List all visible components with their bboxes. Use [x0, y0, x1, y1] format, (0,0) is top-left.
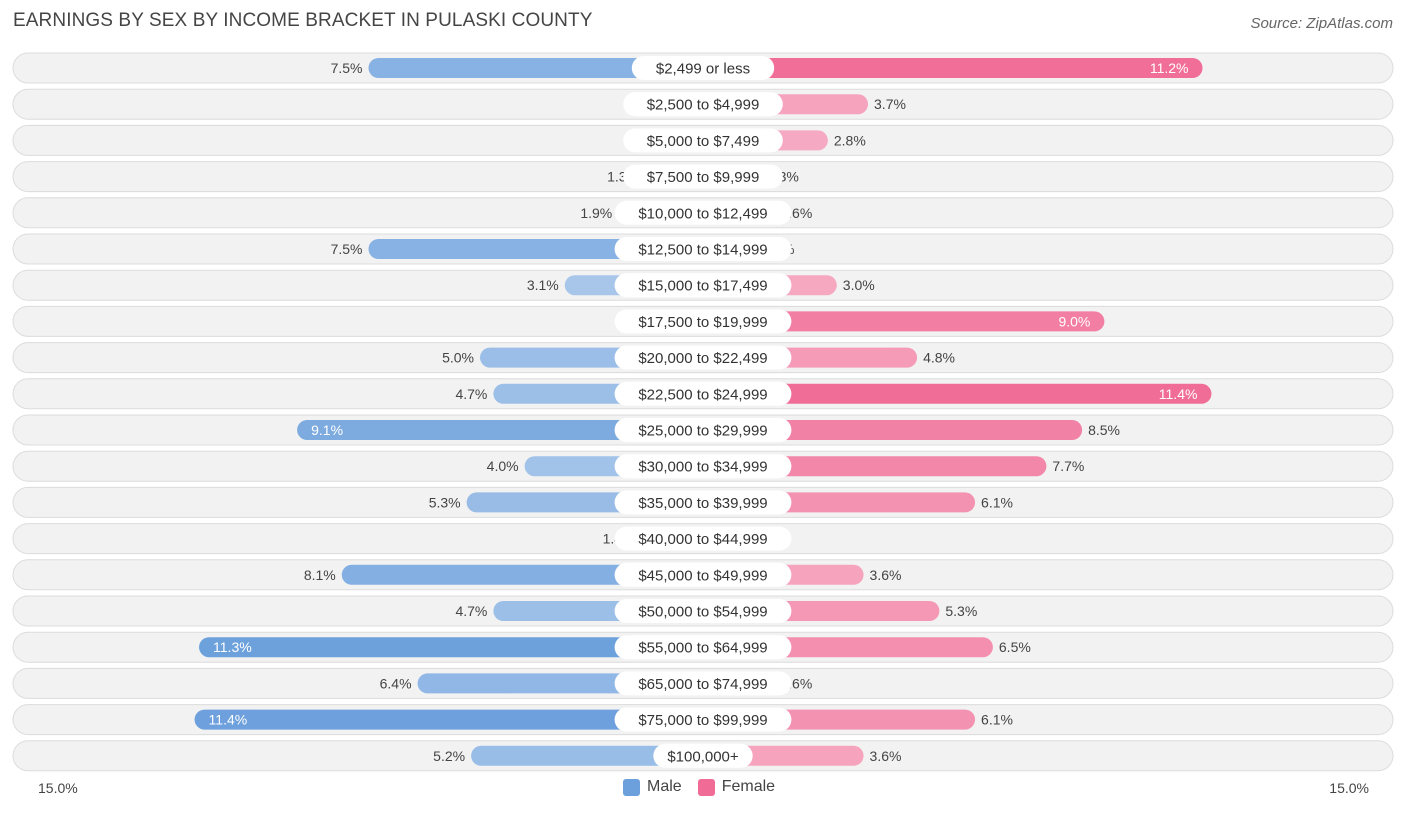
male-bar	[471, 745, 703, 766]
category-pill	[614, 345, 792, 370]
category-pill	[614, 273, 792, 298]
male-value-label: 5.3%	[429, 494, 461, 510]
male-value-label: 11.3%	[213, 639, 252, 655]
category-label: $15,000 to $17,499	[638, 278, 767, 295]
chart-title: EARNINGS BY SEX BY INCOME BRACKET IN PUL…	[13, 10, 593, 31]
category-label: $40,000 to $44,999	[638, 531, 767, 548]
category-pill	[614, 599, 792, 623]
female-value-label: 6.1%	[981, 712, 1013, 728]
category-pill	[614, 237, 792, 261]
male-bar	[194, 709, 703, 730]
axis-right-label: 15.0%	[1329, 780, 1369, 796]
female-value-label: 6.5%	[999, 639, 1031, 655]
category-pill	[623, 92, 783, 117]
female-value-label: 3.6%	[870, 567, 902, 583]
male-bar	[368, 58, 703, 78]
female-value-label: 7.7%	[1052, 458, 1084, 474]
category-label: $45,000 to $49,999	[638, 567, 767, 584]
male-value-label: 5.2%	[433, 748, 465, 764]
male-value-label: 8.1%	[304, 567, 336, 583]
legend-swatch-female	[697, 778, 715, 796]
legend: Male Female	[623, 778, 791, 796]
female-value-label: 4.8%	[923, 350, 955, 366]
female-value-label: 9.0%	[1058, 313, 1090, 329]
male-value-label: 7.5%	[331, 60, 363, 76]
category-label: $17,500 to $19,999	[638, 314, 767, 331]
category-pill	[623, 164, 783, 189]
female-bar	[703, 58, 1203, 78]
category-label: $2,499 or less	[656, 61, 750, 78]
male-value-label: 9.1%	[311, 422, 343, 438]
female-value-label: 3.0%	[843, 277, 875, 293]
category-pill	[614, 671, 792, 696]
male-value-label: 3.1%	[527, 277, 559, 293]
category-label: $20,000 to $22,499	[638, 350, 767, 367]
female-value-label: 3.7%	[874, 96, 906, 112]
legend-item-male: Male	[623, 778, 682, 796]
male-value-label: 11.4%	[209, 712, 248, 728]
category-pill	[614, 454, 792, 479]
category-label: $12,500 to $14,999	[638, 242, 767, 259]
category-label: $7,500 to $9,999	[647, 169, 760, 186]
category-pill	[614, 381, 792, 406]
male-bar	[199, 637, 703, 658]
male-value-label: 4.7%	[455, 603, 487, 619]
category-label: $2,500 to $4,999	[647, 97, 760, 114]
female-value-label: 8.5%	[1088, 422, 1120, 438]
male-bar	[297, 420, 703, 440]
legend-label-female: Female	[721, 778, 776, 795]
male-value-label: 4.0%	[487, 458, 519, 474]
category-pill	[623, 128, 783, 153]
female-value-label: 5.3%	[945, 603, 977, 619]
category-label: $65,000 to $74,999	[638, 676, 767, 693]
female-bar	[703, 383, 1212, 404]
category-label: $25,000 to $29,999	[638, 423, 767, 440]
female-value-label: 11.2%	[1150, 60, 1189, 76]
legend-swatch-male	[623, 778, 640, 796]
female-value-label: 2.8%	[834, 132, 866, 148]
category-label: $35,000 to $39,999	[638, 495, 767, 512]
legend-label-male: Male	[647, 778, 682, 795]
chart-canvas: 7.5%11.2%$2,499 or less0.48%3.7%$2,500 t…	[12, 52, 1394, 772]
male-value-label: 5.0%	[442, 350, 474, 366]
category-pill	[614, 418, 792, 442]
female-value-label: 11.4%	[1159, 386, 1198, 402]
category-pill	[653, 743, 753, 768]
category-label: $75,000 to $99,999	[638, 712, 767, 729]
female-value-label: 6.1%	[981, 494, 1013, 510]
male-value-label: 4.7%	[455, 386, 487, 402]
category-pill	[614, 309, 792, 334]
legend-item-female: Female	[697, 778, 776, 796]
male-value-label: 7.5%	[331, 241, 363, 257]
female-value-label: 3.6%	[870, 748, 902, 764]
category-label: $22,500 to $24,999	[638, 386, 767, 403]
category-pill	[614, 490, 792, 515]
category-label: $30,000 to $34,999	[638, 459, 767, 476]
category-label: $10,000 to $12,499	[638, 205, 767, 222]
category-pill	[614, 562, 792, 587]
category-pill	[614, 635, 792, 660]
category-label: $5,000 to $7,499	[647, 133, 760, 150]
category-label: $55,000 to $64,999	[638, 640, 767, 657]
female-bar	[703, 420, 1083, 440]
category-pill	[631, 56, 775, 80]
male-bar	[341, 564, 703, 585]
male-value-label: 1.9%	[580, 205, 612, 221]
male-value-label: 6.4%	[380, 675, 412, 691]
category-label: $50,000 to $54,999	[638, 604, 767, 621]
source-label: Source: ZipAtlas.com	[1250, 15, 1393, 32]
category-pill	[614, 200, 792, 225]
axis-left-label: 15.0%	[38, 780, 78, 796]
female-bar	[703, 311, 1105, 332]
category-pill	[614, 526, 792, 551]
category-pill	[614, 707, 792, 732]
category-label: $100,000+	[667, 748, 739, 765]
